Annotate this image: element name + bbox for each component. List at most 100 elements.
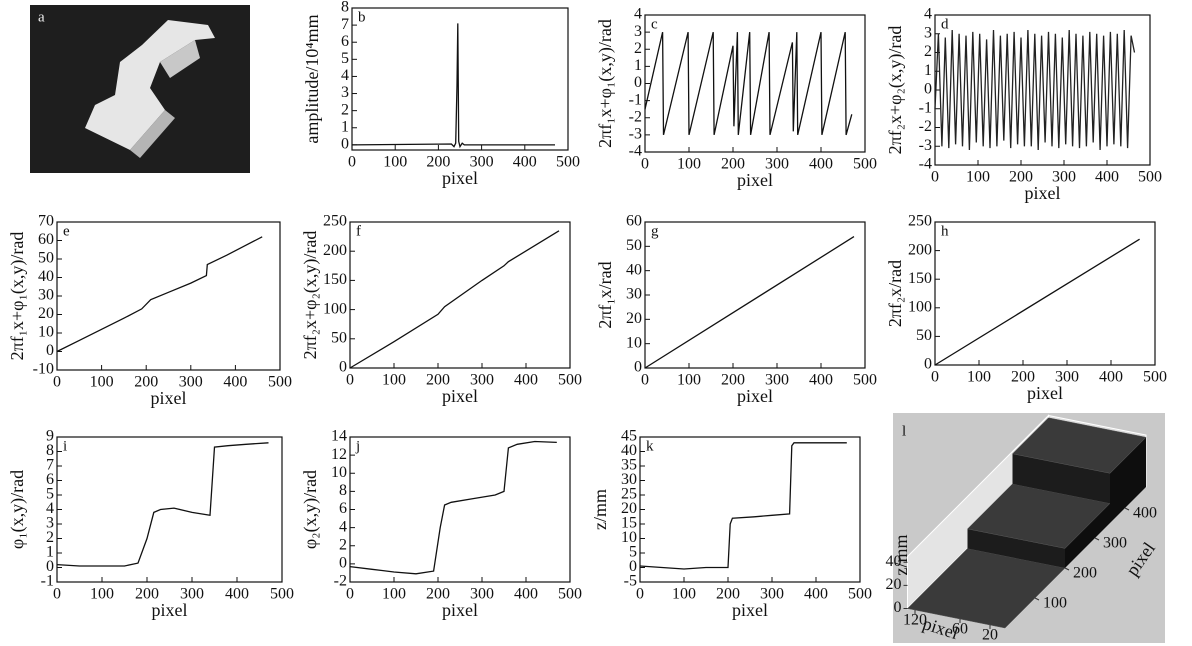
y-tick-label: 9 xyxy=(46,428,54,445)
x-tick-label: 400 xyxy=(225,586,249,603)
y-tick-label: 1 xyxy=(46,544,54,561)
y-tick-label: 0 xyxy=(339,359,347,376)
y-tick-label: 20 xyxy=(38,305,54,322)
x-tick-label: 0 xyxy=(641,156,649,173)
block-riser xyxy=(1012,453,1110,504)
panel-letter: l xyxy=(902,423,906,439)
x-tick-label: 100 xyxy=(672,586,696,603)
x-tick-label: 0 xyxy=(348,154,356,171)
y-tick-label: 50 xyxy=(331,329,347,346)
data-line xyxy=(349,440,557,575)
x-tick-label: 60 xyxy=(952,621,968,638)
y-tick-label: 0 xyxy=(629,558,637,575)
x-axis-label: pixel xyxy=(152,600,188,620)
plot-frame xyxy=(934,221,1156,366)
x-tick-label: 100 xyxy=(90,374,114,391)
y-tick-label: 4 xyxy=(341,67,349,84)
x-tick-label: 100 xyxy=(90,586,114,603)
x-tick-label: 100 xyxy=(677,156,701,173)
y-tick-label: 40 xyxy=(38,268,54,285)
plot-frame xyxy=(349,436,571,583)
data-line xyxy=(644,236,855,369)
y-tick-label: -4 xyxy=(919,156,932,173)
x-tick-label: 400 xyxy=(514,372,538,389)
panel-letter: e xyxy=(63,223,70,239)
x-axis-label: pixel xyxy=(442,600,478,620)
data-line xyxy=(934,238,1140,366)
x-tick-label: 300 xyxy=(470,154,494,171)
panel-letter: d xyxy=(941,16,949,32)
y-tick-label: 50 xyxy=(38,250,54,267)
plot-frame xyxy=(349,221,571,369)
x-tick-label: 300 xyxy=(470,586,494,603)
plot-frame xyxy=(351,7,569,151)
x-tick-label: 500 xyxy=(270,586,294,603)
object-side xyxy=(130,110,175,158)
y-tick-label: -3 xyxy=(919,137,932,154)
plot-frame xyxy=(56,436,283,583)
panel-letter: h xyxy=(941,223,949,239)
x-tick-label: 20 xyxy=(982,627,998,644)
y-tick-label: 2 xyxy=(634,40,642,57)
y-tick-label: 6 xyxy=(46,471,54,488)
x-tick-label: 400 xyxy=(1095,169,1119,186)
x-tick-label: 300 xyxy=(470,372,494,389)
y-tick-label: 150 xyxy=(908,270,932,287)
y-axis-label: 2πf₁x/rad xyxy=(595,261,615,328)
x-tick-label: 400 xyxy=(809,372,833,389)
z-tick-label: 20 xyxy=(886,576,902,593)
y-tick-label: 20 xyxy=(621,500,637,517)
data-line xyxy=(349,230,560,369)
x-tick-label: 300 xyxy=(765,372,789,389)
y-tick-label: 60 xyxy=(626,213,642,230)
y-tick-label: 250 xyxy=(323,213,347,230)
x-axis-label: pixel xyxy=(1027,383,1063,403)
y-axis-label: z/mm xyxy=(590,489,610,530)
x-tick-label: 500 xyxy=(853,156,877,173)
x-tick-label: 200 xyxy=(426,372,450,389)
y-tick-label: 5 xyxy=(629,544,637,561)
x-tick-label: 100 xyxy=(382,372,406,389)
y-tick-label: 7 xyxy=(341,16,349,33)
y-tick-label: 20 xyxy=(626,310,642,327)
x-tick-label: 400 xyxy=(514,586,538,603)
y-tick-label: -1 xyxy=(629,91,642,108)
y-tick-label: 50 xyxy=(626,237,642,254)
y-tick-label: -10 xyxy=(33,361,54,378)
y-tick-label: 4 xyxy=(634,6,642,23)
y-tick-label: -4 xyxy=(629,143,642,160)
y-tick-label: 10 xyxy=(626,334,642,351)
y-tick-label: 12 xyxy=(331,446,347,463)
x-tick-label: 0 xyxy=(346,372,354,389)
y-tick-label: 200 xyxy=(908,241,932,258)
x-tick-label: 500 xyxy=(1138,169,1162,186)
x-axis-label: pixel xyxy=(732,600,768,620)
y-tick-label: 1 xyxy=(341,118,349,135)
x-tick-label: 300 xyxy=(1055,369,1079,386)
panel-letter: i xyxy=(63,438,67,454)
y-tick-label: -5 xyxy=(624,573,637,590)
x-tick-label: 0 xyxy=(641,372,649,389)
object-side xyxy=(160,40,200,78)
x-tick-label: 500 xyxy=(268,374,292,391)
y-tick-label: 30 xyxy=(621,471,637,488)
y-tick-label: 250 xyxy=(908,213,932,230)
y-axis-label: 2πf₁x+φ₁(x,y)/rad xyxy=(595,19,616,148)
x-axis-label: pixel xyxy=(737,386,773,406)
y-tick-label: 1 xyxy=(924,62,932,79)
y-axis-label: 2πf₂x+φ₂(x,y)/rad xyxy=(885,26,906,155)
x-tick-label: 400 xyxy=(804,586,828,603)
panel-letter: b xyxy=(358,9,366,25)
x-tick-label: 200 xyxy=(135,586,159,603)
y-tick-label: 0 xyxy=(341,136,349,153)
y-tick xyxy=(1034,597,1040,601)
y-tick-label: 2 xyxy=(341,101,349,118)
x-tick-label: 0 xyxy=(53,374,61,391)
y-tick-label: 30 xyxy=(38,287,54,304)
x-tick-label: 500 xyxy=(558,372,582,389)
y-tick-label: -1 xyxy=(41,573,54,590)
x-tick-label: 500 xyxy=(556,154,580,171)
y-tick xyxy=(1124,507,1130,511)
z-tick-label: 0 xyxy=(894,599,902,616)
y-tick-label: 3 xyxy=(634,23,642,40)
